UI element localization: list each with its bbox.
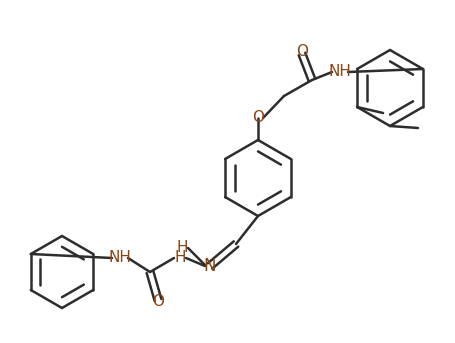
Text: O: O bbox=[152, 295, 164, 309]
Text: H: H bbox=[176, 240, 187, 256]
Text: NH: NH bbox=[108, 250, 131, 265]
Text: O: O bbox=[252, 110, 263, 126]
Text: O: O bbox=[295, 45, 307, 59]
Text: NH: NH bbox=[328, 64, 351, 80]
Text: N: N bbox=[203, 257, 216, 275]
Text: H: H bbox=[174, 250, 185, 265]
